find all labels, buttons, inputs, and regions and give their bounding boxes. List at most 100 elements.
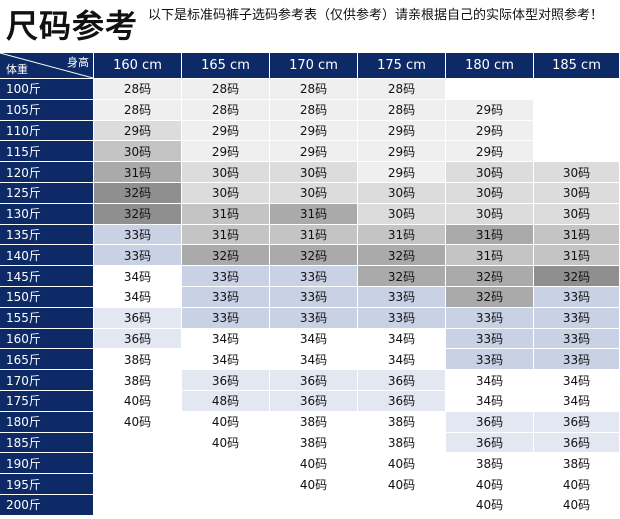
size-cell: 40码 bbox=[534, 494, 620, 516]
table-row: 100斤 28码 28码 28码 28码 bbox=[0, 79, 620, 100]
size-cell: 36码 bbox=[270, 390, 358, 412]
size-cell: 29码 bbox=[446, 141, 534, 163]
weight-label: 105斤 bbox=[0, 99, 94, 121]
size-cell: 28码 bbox=[182, 79, 270, 100]
table-row: 165斤 38码 34码 34码 34码 33码 33码 bbox=[0, 349, 620, 371]
weight-label: 195斤 bbox=[0, 474, 94, 495]
size-cell: 30码 bbox=[446, 182, 534, 204]
table-row: 130斤 32码 31码 31码 30码 30码 30码 bbox=[0, 203, 620, 225]
weight-label: 190斤 bbox=[0, 453, 94, 475]
size-cell: 36码 bbox=[446, 432, 534, 454]
page-header: 尺码参考 以下是标准码裤子选码参考表（仅供参考）请亲根据自己的实际体型对照参考！ bbox=[0, 0, 620, 52]
size-cell: 28码 bbox=[182, 99, 270, 121]
size-cell: 34码 bbox=[534, 370, 620, 391]
size-cell: 31码 bbox=[270, 203, 358, 225]
size-cell: 30码 bbox=[446, 162, 534, 183]
size-cell: 31码 bbox=[446, 224, 534, 246]
corner-header-cell: 身高 体重 bbox=[0, 53, 94, 79]
table-row: 140斤 33码 32码 32码 32码 31码 31码 bbox=[0, 245, 620, 267]
size-cell: 40码 bbox=[358, 474, 446, 495]
size-cell: 31码 bbox=[446, 245, 534, 267]
size-cell: 34码 bbox=[94, 286, 182, 308]
size-cell: 32码 bbox=[446, 286, 534, 308]
size-cell: 32码 bbox=[358, 245, 446, 267]
size-cell: 29码 bbox=[446, 120, 534, 142]
weight-label: 125斤 bbox=[0, 182, 94, 204]
size-cell: 30码 bbox=[446, 203, 534, 225]
size-cell: 36码 bbox=[270, 370, 358, 391]
size-cell: 34码 bbox=[182, 328, 270, 350]
size-cell: 32码 bbox=[182, 245, 270, 267]
weight-label: 115斤 bbox=[0, 141, 94, 163]
size-cell: 30码 bbox=[182, 182, 270, 204]
weight-label: 140斤 bbox=[0, 245, 94, 267]
size-cell: 31码 bbox=[94, 162, 182, 183]
table-row: 135斤 33码 31码 31码 31码 31码 31码 bbox=[0, 224, 620, 246]
size-cell: 48码 bbox=[182, 390, 270, 412]
size-cell bbox=[182, 494, 270, 516]
weight-label: 200斤 bbox=[0, 494, 94, 516]
size-cell: 33码 bbox=[270, 266, 358, 287]
size-cell: 29码 bbox=[94, 120, 182, 142]
table-row: 115斤 30码 29码 29码 29码 29码 bbox=[0, 141, 620, 163]
table-row: 160斤 36码 34码 34码 34码 33码 33码 bbox=[0, 328, 620, 350]
size-cell: 40码 bbox=[182, 411, 270, 433]
size-cell: 38码 bbox=[94, 349, 182, 371]
size-cell: 38码 bbox=[358, 432, 446, 454]
size-cell: 33码 bbox=[94, 245, 182, 267]
size-cell: 38码 bbox=[270, 411, 358, 433]
size-cell: 30码 bbox=[534, 182, 620, 204]
size-cell: 38码 bbox=[358, 411, 446, 433]
size-cell: 40码 bbox=[446, 494, 534, 516]
weight-label: 150斤 bbox=[0, 286, 94, 308]
table-row: 105斤 28码 28码 28码 28码 29码 bbox=[0, 99, 620, 121]
table-header-row: 身高 体重 160 cm 165 cm 170 cm 175 cm 180 cm… bbox=[0, 53, 620, 79]
size-cell: 38码 bbox=[94, 370, 182, 391]
column-header: 170 cm bbox=[270, 53, 358, 79]
size-cell: 29码 bbox=[358, 120, 446, 142]
size-cell: 36码 bbox=[446, 411, 534, 433]
size-cell: 32码 bbox=[446, 266, 534, 287]
weight-label: 185斤 bbox=[0, 432, 94, 454]
size-cell: 29码 bbox=[358, 162, 446, 183]
size-cell bbox=[94, 453, 182, 475]
size-cell: 28码 bbox=[270, 79, 358, 100]
size-cell: 32码 bbox=[358, 266, 446, 287]
weight-label: 170斤 bbox=[0, 370, 94, 391]
size-cell bbox=[534, 120, 620, 142]
size-cell: 29码 bbox=[182, 120, 270, 142]
size-cell: 30码 bbox=[358, 182, 446, 204]
table-row: 180斤 40码 40码 38码 38码 36码 36码 bbox=[0, 411, 620, 433]
size-cell: 32码 bbox=[534, 266, 620, 287]
column-header: 165 cm bbox=[182, 53, 270, 79]
size-cell: 33码 bbox=[534, 328, 620, 350]
size-cell: 33码 bbox=[358, 286, 446, 308]
weight-label: 175斤 bbox=[0, 390, 94, 412]
page-title: 尺码参考 bbox=[6, 7, 139, 45]
size-cell: 31码 bbox=[358, 224, 446, 246]
size-cell bbox=[534, 79, 620, 100]
size-cell: 28码 bbox=[358, 79, 446, 100]
size-cell: 30码 bbox=[270, 162, 358, 183]
table-row: 145斤 34码 33码 33码 32码 32码 32码 bbox=[0, 266, 620, 287]
weight-label: 100斤 bbox=[0, 79, 94, 100]
corner-divider bbox=[0, 53, 93, 78]
size-cell: 33码 bbox=[446, 328, 534, 350]
size-cell: 36码 bbox=[182, 370, 270, 391]
size-cell: 40码 bbox=[270, 474, 358, 495]
size-cell: 40码 bbox=[446, 474, 534, 495]
size-cell: 32码 bbox=[94, 203, 182, 225]
column-header: 180 cm bbox=[446, 53, 534, 79]
size-cell: 34码 bbox=[94, 266, 182, 287]
weight-axis-label: 体重 bbox=[6, 63, 28, 76]
size-cell bbox=[446, 79, 534, 100]
size-cell: 34码 bbox=[446, 370, 534, 391]
size-cell: 31码 bbox=[534, 245, 620, 267]
size-cell: 36码 bbox=[534, 432, 620, 454]
size-cell: 29码 bbox=[358, 141, 446, 163]
size-cell: 33码 bbox=[270, 286, 358, 308]
table-row: 195斤 40码 40码 40码 40码 bbox=[0, 474, 620, 495]
size-cell: 38码 bbox=[270, 432, 358, 454]
size-cell: 33码 bbox=[446, 307, 534, 329]
size-cell: 34码 bbox=[358, 349, 446, 371]
